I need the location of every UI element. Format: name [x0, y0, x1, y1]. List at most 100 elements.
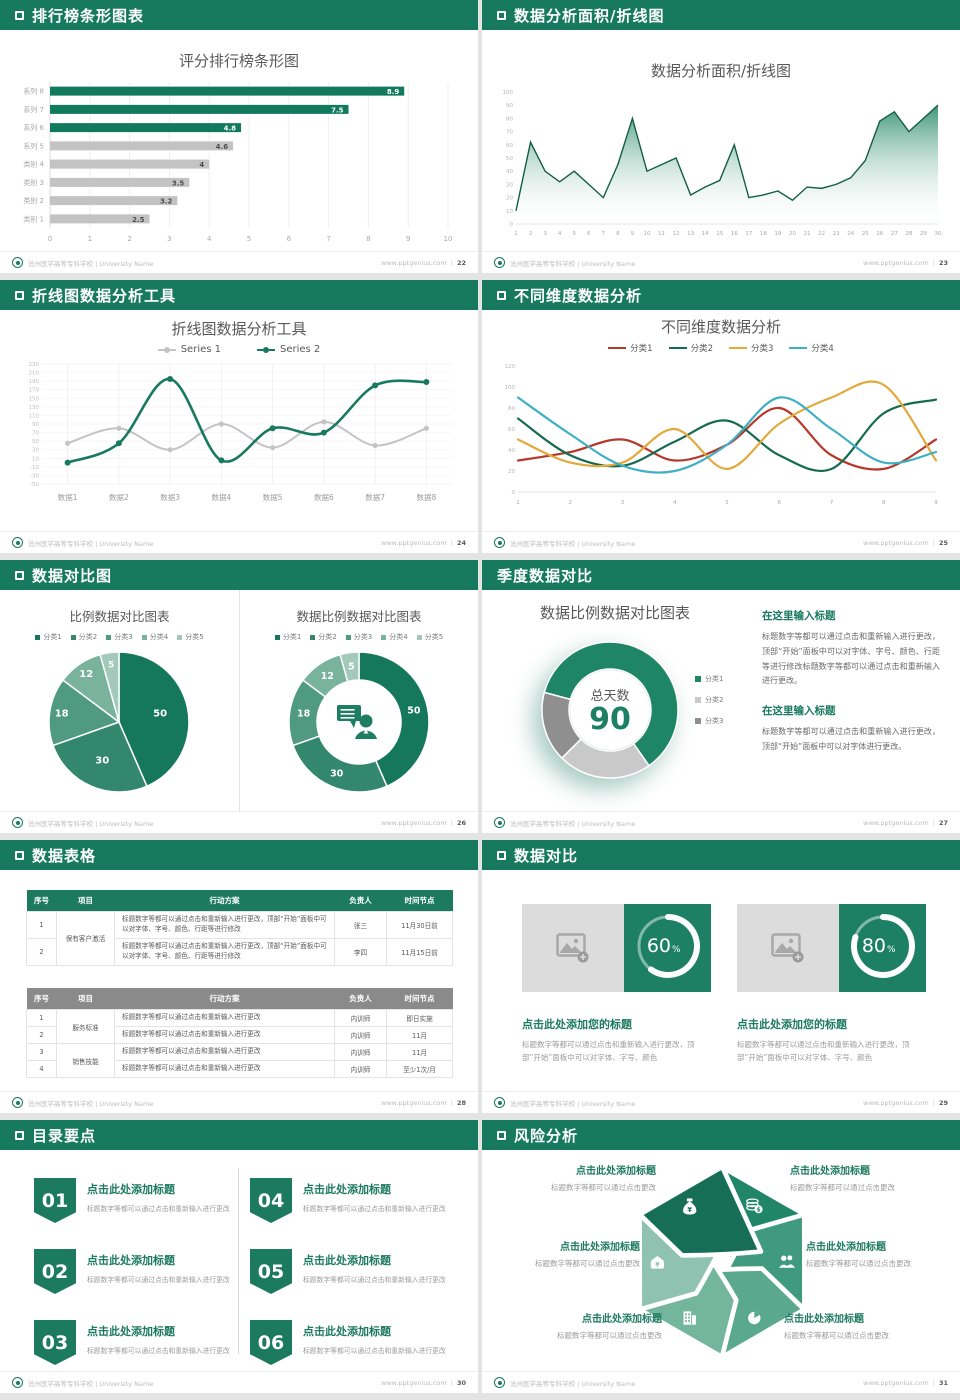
slide-risk-analysis[interactable]: 风险分析 $ ¥ ¥ 点击此处添加标题 标题数字等都可以通过点击更改 点击此处添加标题…	[482, 1120, 960, 1393]
slide-canvas: 60% 点击此处添加您的标题 标题数字等都可以通过点击和重新输入进行更改，顶部“…	[482, 870, 960, 1091]
slide-pie-comparison[interactable]: 数据对比图 比例数据对比图表 分类1 分类2 分类3 分类4 分类5 50 30 1…	[0, 560, 478, 833]
svg-text:数据7: 数据7	[365, 492, 385, 502]
svg-text:190: 190	[29, 379, 40, 385]
page-number: 25	[938, 538, 948, 547]
svg-text:3.2: 3.2	[160, 198, 173, 206]
image-placeholder[interactable]	[522, 904, 624, 992]
risk-label: 点击此处添加标题 标题数字等都可以通过点击更改	[557, 1314, 662, 1340]
slide-header-title: 折线图数据分析工具	[32, 286, 177, 305]
panel-heading: 点击此处添加您的标题	[737, 1018, 847, 1031]
svg-text:数据5: 数据5	[263, 492, 283, 502]
svg-text:150: 150	[29, 396, 40, 402]
slide-data-tables[interactable]: 数据表格 序号 项目 行动方案 负责人 时间节点 1 保有客户激活 标题数字等都…	[0, 840, 478, 1113]
svg-text:24: 24	[847, 231, 854, 237]
toc-subtext: 标题数字等都可以通过点击和重新输入进行更改	[303, 1205, 446, 1213]
svg-text:8: 8	[616, 231, 620, 237]
svg-text:80: 80	[861, 935, 885, 957]
toc-heading: 点击此处添加标题	[87, 1325, 175, 1338]
square-bullet-icon	[497, 1130, 506, 1140]
image-placeholder-icon	[556, 933, 589, 963]
square-bullet-icon	[15, 850, 24, 860]
slide-progress-comparison[interactable]: 数据对比 60% 点击此处添加您的标题 标题数字等都可以通过点击和重新输入进行更…	[482, 840, 960, 1113]
school-logo-icon	[494, 817, 505, 828]
svg-text:40: 40	[508, 448, 515, 454]
legend-swatch-icon	[70, 634, 76, 640]
website-url: www.pptgenius.com	[863, 538, 929, 547]
svg-text:¥: ¥	[655, 1262, 660, 1269]
svg-text:9: 9	[934, 500, 938, 506]
svg-text:6: 6	[778, 500, 782, 506]
school-logo-icon	[12, 257, 23, 268]
svg-text:100: 100	[503, 90, 514, 96]
slide-toc-points[interactable]: 目录要点 01 点击此处添加标题 标题数字等都可以通过点击和重新输入进行更改 04…	[0, 1120, 478, 1393]
table-header-row: 序号 项目 行动方案 负责人 时间节点	[26, 890, 453, 912]
cat1-swatch-icon	[608, 347, 627, 349]
slide-footer: 沧州医学高等专科学校 | University Name www.pptgeni…	[0, 1091, 478, 1113]
text-block-heading: 在这里输入标题	[762, 705, 836, 718]
person-speech-icon	[337, 705, 377, 739]
progress-ring-box: 60%	[624, 904, 711, 992]
moneybag-icon: ¥	[683, 1198, 697, 1215]
toc-item[interactable]: 06 点击此处添加标题 标题数字等都可以通过点击和重新输入进行更改	[250, 1320, 446, 1365]
toc-subtext: 标题数字等都可以通过点击和重新输入进行更改	[87, 1347, 230, 1355]
text-block-body: 标题数字等都可以通过点击和重新输入进行更改，顶部“开始”面板中可以对字体、字号、…	[762, 632, 940, 686]
four-series-line-chart: 0 20 40 60 80 100 120 1 2 3 4 5 6 7 8 9	[494, 358, 946, 512]
chart-legend: 分类1 分类2 分类3 分类4 分类5	[240, 632, 478, 642]
merged-project-cell: 服务标准	[56, 1009, 115, 1044]
slide-header-title: 数据分析面积/折线图	[514, 6, 665, 25]
svg-text:类别 3: 类别 3	[23, 178, 44, 187]
legend-item: 分类4	[789, 342, 834, 354]
svg-text:2: 2	[569, 500, 573, 506]
table-row: 1 保有客户激活 标题数字等都可以通过点击和重新输入进行更改，顶部“开始”面板中…	[26, 911, 453, 966]
toc-heading: 点击此处添加标题	[303, 1254, 391, 1267]
chart-legend: 分类1 分类2 分类3 分类4	[482, 342, 960, 354]
slide-title-bar: 数据对比	[482, 840, 960, 870]
merged-project-cell: 销售技能	[56, 1043, 115, 1078]
school-name: 沧州医学高等专科学校 | University Name	[510, 259, 636, 268]
svg-text:数据8: 数据8	[416, 492, 436, 502]
toc-subtext: 标题数字等都可以通过点击和重新输入进行更改	[87, 1205, 230, 1213]
legend-swatch-icon	[177, 634, 183, 640]
svg-text:50: 50	[153, 708, 167, 719]
slide-title-bar: 数据分析面积/折线图	[482, 0, 960, 30]
toc-item[interactable]: 02 点击此处添加标题 标题数字等都可以通过点击和重新输入进行更改	[34, 1249, 230, 1294]
cash-hat-icon: ¥	[650, 1255, 665, 1269]
svg-text:90: 90	[506, 103, 513, 109]
legend-swatch-icon	[274, 634, 280, 640]
slide-title-bar: 目录要点	[0, 1120, 478, 1150]
page-number: 22	[456, 258, 466, 267]
svg-text:10: 10	[444, 235, 453, 243]
table-row: 4 标题数字等都可以通过点击和重新输入进行更改 内训师 至少1次/月	[26, 1060, 453, 1078]
toc-item[interactable]: 05 点击此处添加标题 标题数字等都可以通过点击和重新输入进行更改	[250, 1249, 446, 1294]
slide-multi-dimension-lines[interactable]: 不同维度数据分析 不同维度数据分析 分类1 分类2 分类3 分类4 0 20 40 6…	[482, 280, 960, 553]
slide-footer: 沧州医学高等专科学校 | University Name www.pptgeni…	[482, 811, 960, 833]
svg-text:$: $	[757, 1207, 761, 1213]
slide-footer: 沧州医学高等专科学校 | University Name www.pptgeni…	[0, 1371, 478, 1393]
svg-text:10: 10	[506, 209, 513, 215]
quarter-donut-chart	[534, 634, 686, 790]
svg-text:18: 18	[760, 231, 767, 237]
slide-ranking-bar[interactable]: 排行榜条形图表 评分排行榜条形图 0 1 2 3 4 5 6 7 8 9 10 8.9 系列 8 7.5 系…	[0, 0, 478, 273]
slide-title-bar: 折线图数据分析工具	[0, 280, 478, 310]
slide-line-tool[interactable]: 折线图数据分析工具 折线图数据分析工具 Series 1 Series 2 23…	[0, 280, 478, 553]
website-url: www.pptgenius.com	[381, 258, 447, 267]
image-placeholder[interactable]	[737, 904, 839, 992]
chart-title: 折线图数据分析工具	[171, 320, 307, 338]
risk-label: 点击此处添加标题 标题数字等都可以通过点击更改	[784, 1314, 889, 1340]
action-plan-table-green: 序号 项目 行动方案 负责人 时间节点 1 保有客户激活 标题数字等都可以通过点…	[26, 890, 453, 966]
svg-text:¥: ¥	[687, 1206, 692, 1214]
svg-text:1: 1	[514, 231, 518, 237]
number-badge: 05	[250, 1249, 292, 1294]
svg-text:29: 29	[920, 231, 927, 237]
svg-text:60: 60	[508, 427, 515, 433]
slide-area-line-chart[interactable]: 数据分析面积/折线图 数据分析面积/折线图 0 10 20 30 40 50 60 70 80 9…	[482, 0, 960, 273]
toc-item[interactable]: 03 点击此处添加标题 标题数字等都可以通过点击和重新输入进行更改	[34, 1320, 230, 1365]
slide-quarter-comparison[interactable]: 季度数据对比 数据比例数据对比图表 总天数 90 分类1 分类2 分类3 在这里…	[482, 560, 960, 833]
toc-heading: 点击此处添加标题	[87, 1254, 175, 1267]
toc-item[interactable]: 01 点击此处添加标题 标题数字等都可以通过点击和重新输入进行更改	[34, 1178, 230, 1223]
svg-text:170: 170	[29, 388, 40, 394]
svg-text:50: 50	[32, 439, 39, 445]
toc-item[interactable]: 04 点击此处添加标题 标题数字等都可以通过点击和重新输入进行更改	[250, 1178, 446, 1223]
svg-text:系列 6: 系列 6	[23, 123, 44, 132]
risk-label: 点击此处添加标题 标题数字等都可以通过点击更改	[790, 1166, 895, 1192]
